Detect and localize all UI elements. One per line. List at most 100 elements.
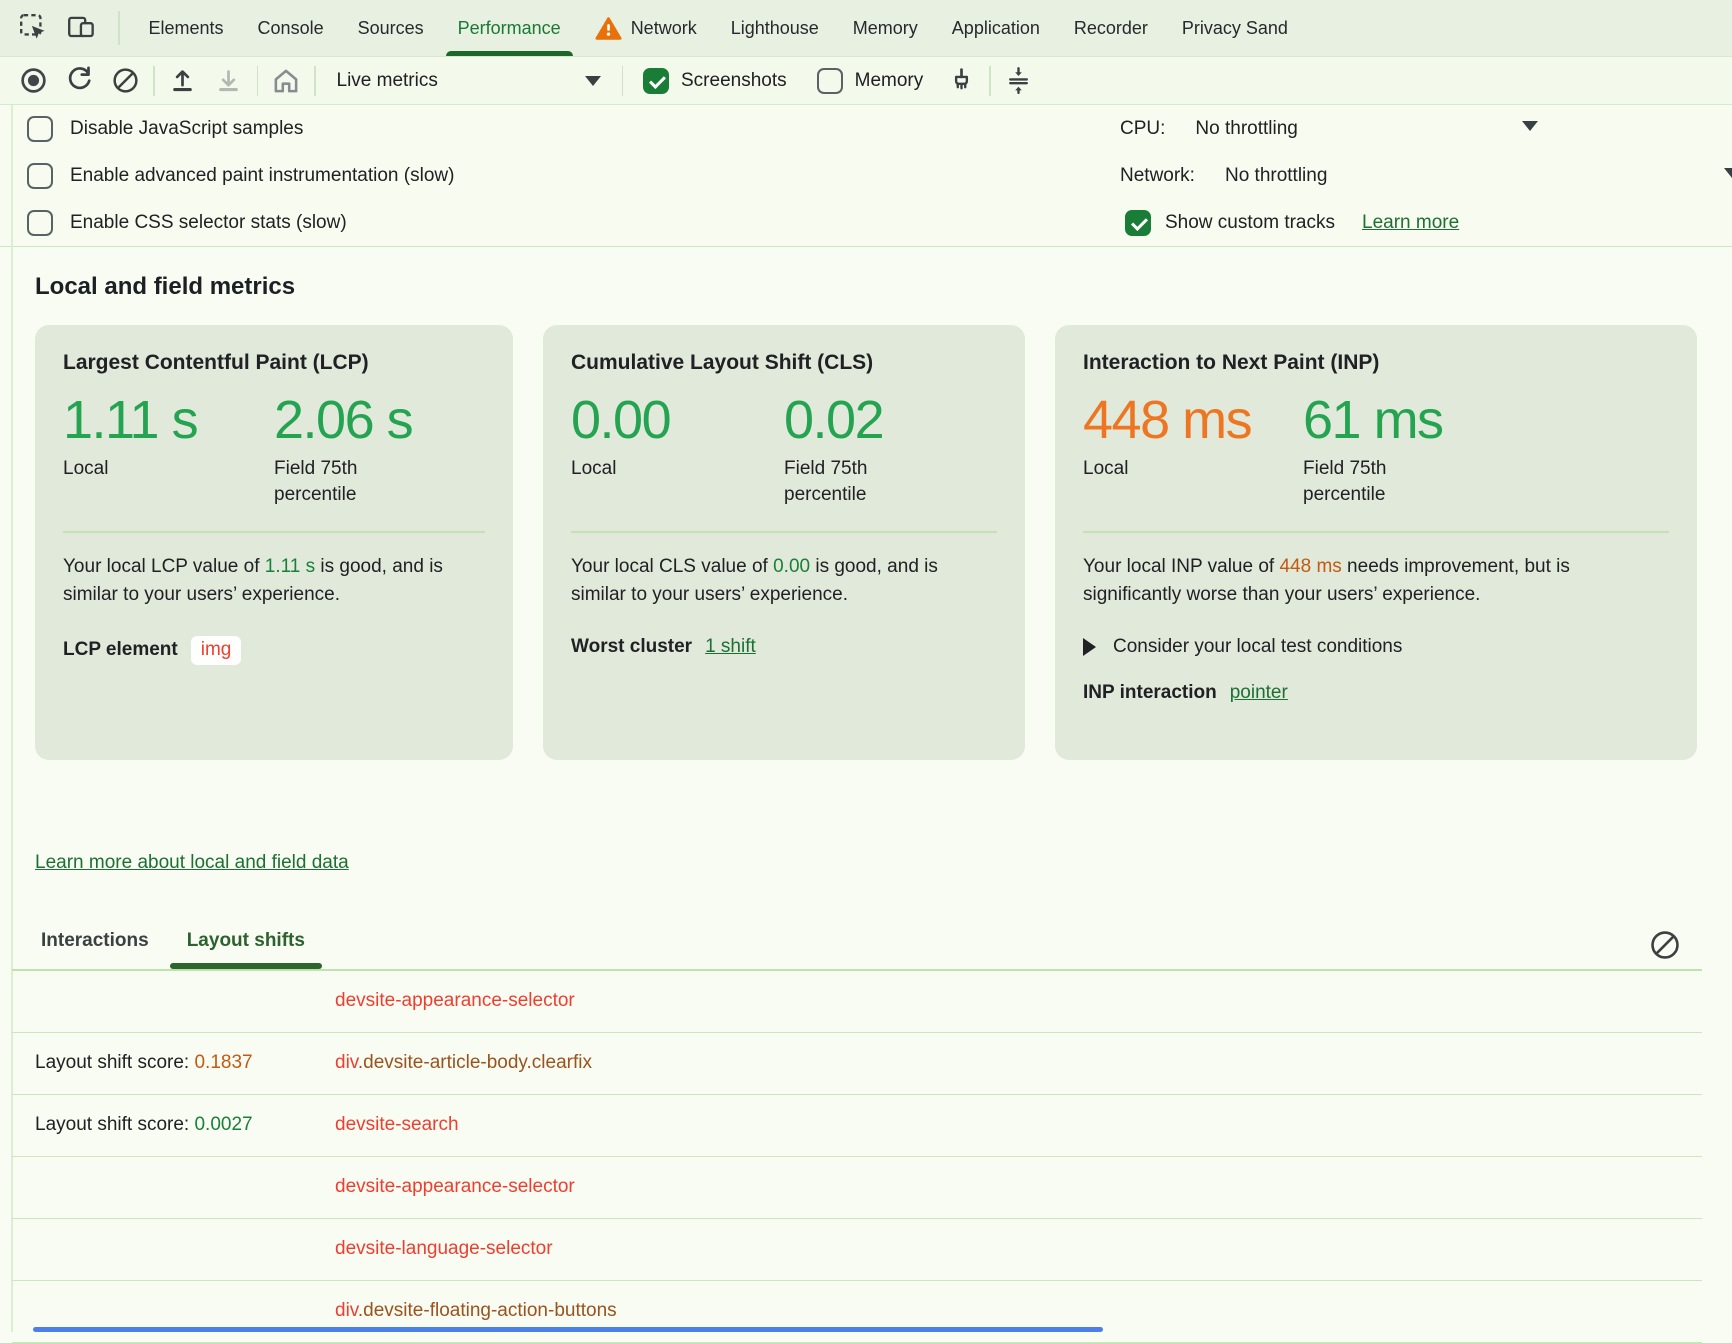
clear-log-icon [1648, 928, 1682, 962]
tab-application[interactable]: Application [935, 0, 1057, 56]
screenshots-checkbox[interactable] [643, 68, 669, 94]
memory-checkbox[interactable] [817, 68, 843, 94]
tab-performance[interactable]: Performance [441, 0, 578, 56]
memory-toggle: Memory [817, 68, 924, 94]
element-link[interactable]: devsite-appearance-selector [335, 990, 575, 1012]
network-throttling-row: Network: No throttling [1120, 152, 1732, 199]
cls-field-value: 0.02 [784, 393, 997, 447]
local-label: Local [1083, 456, 1243, 482]
option-label: Enable CSS selector stats (slow) [70, 212, 347, 234]
screenshots-label: Screenshots [681, 70, 787, 92]
worst-cluster-label: Worst cluster [571, 636, 692, 658]
live-metrics-select[interactable]: Live metrics [321, 61, 617, 101]
worst-cluster-link[interactable]: 1 shift [705, 636, 756, 658]
table-row: devsite-appearance-selector [12, 971, 1702, 1033]
divider [314, 66, 316, 96]
inp-interaction-label: INP interaction [1083, 682, 1217, 704]
table-row: devsite-appearance-selector [12, 1157, 1702, 1219]
home-icon [270, 65, 302, 97]
lcp-description: Your local LCP value of 1.11 s is good, … [63, 553, 485, 610]
network-label: Network: [1120, 165, 1195, 187]
cpu-label: CPU: [1120, 118, 1165, 140]
log-tabs: Interactions Layout shifts [41, 930, 1732, 969]
upload-profile-button[interactable] [160, 61, 206, 101]
inp-card-title: Interaction to Next Paint (INP) [1083, 351, 1669, 375]
table-row: Layout shift score: 0.1837 div.devsite-a… [12, 1033, 1702, 1095]
score-cell: Layout shift score: 0.1837 [35, 1052, 335, 1074]
advanced-paint-checkbox[interactable] [27, 163, 53, 189]
inp-field-value: 61 ms [1303, 393, 1523, 447]
css-selector-stats-checkbox[interactable] [27, 210, 53, 236]
page-title: Local and field metrics [35, 273, 1732, 301]
device-toolbar-icon[interactable] [66, 12, 98, 44]
download-icon [213, 65, 244, 96]
tab-recorder[interactable]: Recorder [1057, 0, 1165, 56]
divider [153, 66, 155, 96]
record-icon [18, 65, 49, 96]
disable-js-samples-checkbox[interactable] [27, 116, 53, 142]
inspect-icon[interactable] [18, 12, 50, 44]
option-label: Enable advanced paint instrumentation (s… [70, 165, 454, 187]
custom-tracks-row: Show custom tracks Learn more [1120, 199, 1732, 246]
divider [12, 969, 1702, 971]
tab-lighthouse[interactable]: Lighthouse [714, 0, 836, 56]
lcp-element-chip[interactable]: img [191, 636, 242, 665]
inp-description: Your local INP value of 448 ms needs imp… [1083, 553, 1669, 610]
score-cell: Layout shift score: 0.0027 [35, 1114, 335, 1136]
tab-console[interactable]: Console [241, 0, 341, 56]
capture-options: Disable JavaScript samples Enable advanc… [0, 105, 1732, 247]
tab-sources[interactable]: Sources [341, 0, 441, 56]
lcp-card: Largest Contentful Paint (LCP) 1.11 s Lo… [35, 325, 513, 760]
download-profile-button[interactable] [206, 61, 252, 101]
layout-shifts-table: devsite-appearance-selector Layout shift… [12, 971, 1732, 1343]
learn-more-field-data-link[interactable]: Learn more about local and field data [35, 852, 349, 874]
element-link[interactable]: devsite-appearance-selector [335, 1176, 575, 1198]
lcp-local-value: 1.11 s [63, 393, 274, 447]
upload-icon [167, 65, 198, 96]
broom-button[interactable] [938, 61, 984, 101]
tab-layout-shifts[interactable]: Layout shifts [187, 930, 305, 969]
inp-local-value: 448 ms [1083, 393, 1303, 447]
inp-card: Interaction to Next Paint (INP) 448 ms L… [1055, 325, 1697, 760]
reload-button[interactable] [56, 61, 102, 101]
tab-elements[interactable]: Elements [132, 0, 241, 56]
element-link[interactable]: div.devsite-article-body.clearfix [335, 1052, 592, 1074]
memory-label: Memory [855, 70, 924, 92]
tab-memory[interactable]: Memory [836, 0, 935, 56]
element-link[interactable]: devsite-search [335, 1114, 459, 1136]
lcp-card-title: Largest Contentful Paint (LCP) [63, 351, 485, 375]
local-label: Local [63, 456, 223, 482]
network-throttling-select[interactable]: No throttling [1225, 165, 1327, 187]
throttling-options: CPU: No throttling Network: No throttlin… [1120, 105, 1732, 246]
cpu-throttling-select[interactable]: No throttling [1195, 118, 1297, 140]
divider [63, 531, 485, 533]
dropdown-caret-icon [585, 76, 601, 86]
element-link[interactable]: devsite-language-selector [335, 1238, 553, 1260]
clear-log-button[interactable] [1648, 928, 1682, 962]
field-label: Field 75th percentile [1303, 456, 1463, 507]
home-button[interactable] [263, 61, 309, 101]
inp-interaction-link[interactable]: pointer [1230, 682, 1288, 704]
show-custom-tracks-checkbox[interactable] [1125, 210, 1151, 236]
tab-interactions[interactable]: Interactions [41, 930, 149, 969]
devtools-tabbar: Elements Console Sources Performance Net… [0, 0, 1732, 57]
record-button[interactable] [10, 61, 56, 101]
dropdown-caret-icon[interactable] [1724, 168, 1732, 178]
broom-icon [946, 65, 977, 96]
divider [257, 66, 259, 96]
log-header: Interactions Layout shifts [0, 930, 1732, 971]
dropdown-caret-icon[interactable] [1522, 121, 1538, 131]
cls-local-value: 0.00 [571, 393, 784, 447]
divider [989, 66, 991, 96]
collapse-icon[interactable] [996, 61, 1042, 101]
element-link[interactable]: div.devsite-floating-action-buttons [335, 1300, 617, 1322]
local-label: Local [571, 456, 731, 482]
custom-tracks-learn-more-link[interactable]: Learn more [1362, 212, 1459, 234]
table-row: Layout shift score: 0.0027 devsite-searc… [12, 1095, 1702, 1157]
local-test-conditions-expander[interactable]: Consider your local test conditions [1083, 636, 1669, 658]
tab-privacy-sandbox[interactable]: Privacy Sand [1165, 0, 1305, 56]
clear-button[interactable] [102, 61, 148, 101]
tab-network[interactable]: Network [578, 0, 714, 56]
table-row: div.devsite-floating-action-buttons [12, 1281, 1702, 1343]
warning-icon [595, 16, 622, 41]
